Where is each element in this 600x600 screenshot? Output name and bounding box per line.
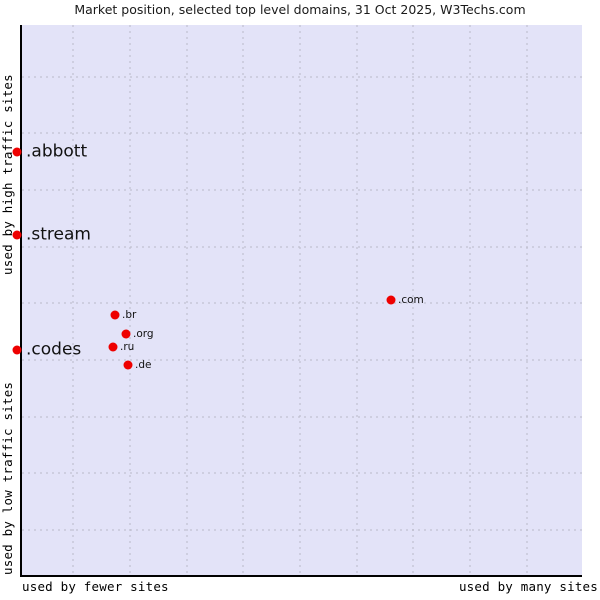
y-axis-label-low: used by low traffic sites xyxy=(0,381,15,575)
data-point-marker xyxy=(12,345,22,355)
data-point-label: .ru xyxy=(120,340,135,353)
data-point-label: .de xyxy=(135,358,152,371)
x-axis-label-fewer: used by fewer sites xyxy=(22,579,169,594)
x-axis-label-many: used by many sites xyxy=(458,579,598,594)
data-point-label: .codes xyxy=(26,339,82,360)
grid-lines xyxy=(22,25,582,575)
data-point-label: .org xyxy=(133,327,154,340)
data-point-marker xyxy=(123,360,133,370)
data-point-marker xyxy=(121,329,131,339)
data-point-marker xyxy=(110,310,120,320)
data-point-marker xyxy=(386,295,396,305)
data-point-marker xyxy=(108,342,118,352)
data-point-label: .br xyxy=(122,308,137,321)
chart-title: Market position, selected top level doma… xyxy=(74,2,526,17)
data-point-label: .stream xyxy=(26,224,91,245)
data-point-marker xyxy=(12,230,22,240)
data-point-label: .com xyxy=(398,293,424,306)
y-axis-label-high: used by high traffic sites xyxy=(0,74,15,275)
data-point-label: .abbott xyxy=(26,141,88,162)
plot-area xyxy=(20,25,582,577)
data-point-marker xyxy=(12,147,22,157)
